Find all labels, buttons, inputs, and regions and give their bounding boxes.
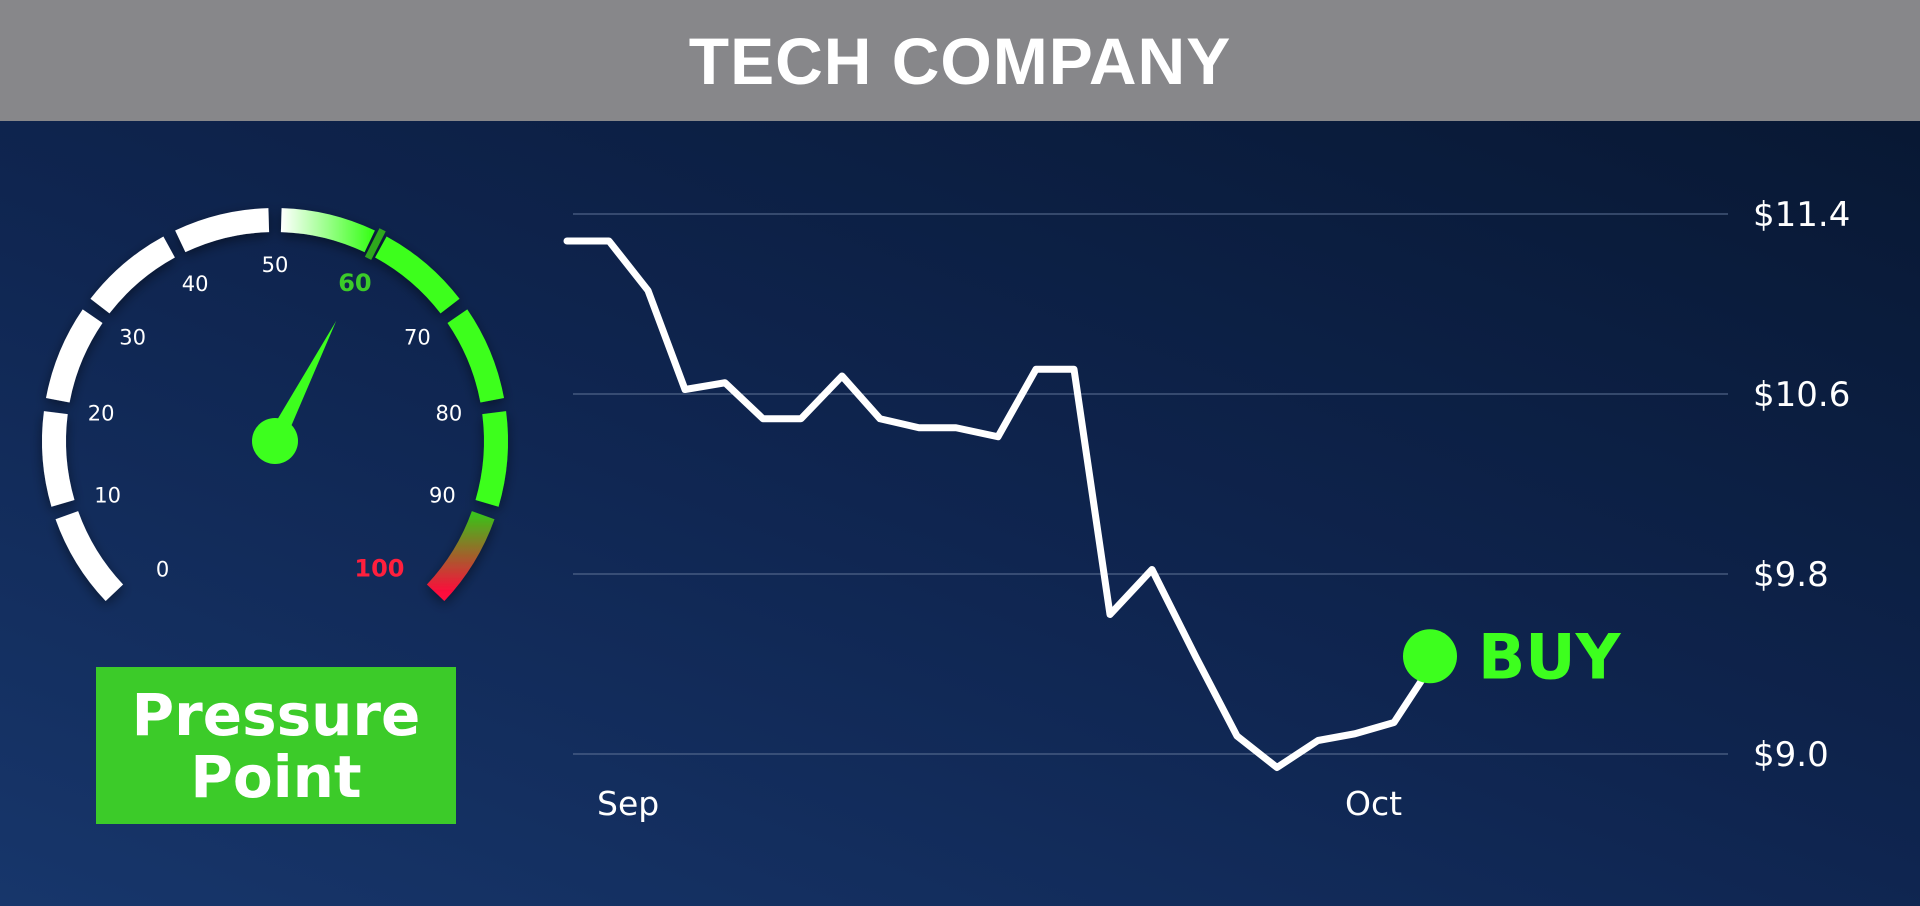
- pressure-point-badge: Pressure Point: [96, 667, 456, 824]
- gauge-hub: [252, 418, 298, 464]
- y-tick-label: $9.0: [1753, 735, 1829, 775]
- gauge-segment: [42, 411, 75, 507]
- badge-line-2: Point: [190, 742, 362, 811]
- pressure-gauge: 0 10 20 30 40 50 60 70 80 90 100: [42, 208, 508, 602]
- y-tick-label: $10.6: [1753, 375, 1850, 415]
- x-tick-label: Oct: [1345, 784, 1402, 823]
- gauge-segment: [90, 236, 176, 314]
- y-tick-label: $11.4: [1753, 195, 1850, 235]
- buy-marker: [1403, 629, 1457, 684]
- gauge-tick-label: 20: [88, 401, 115, 425]
- price-series-line: [563, 237, 1429, 771]
- gauge-segment: [280, 208, 375, 253]
- badge-line-1: Pressure: [131, 680, 421, 749]
- page-title: TECH COMPANY: [688, 23, 1232, 98]
- price-line-chart: $11.4 $10.6 $9.8 $9.0 Sep Oct BUY: [563, 195, 1850, 823]
- y-tick-label: $9.8: [1753, 555, 1829, 595]
- gauge-segment: [447, 309, 505, 403]
- gauge-segment: [55, 510, 124, 602]
- gauge-tick-label: 60: [338, 269, 371, 297]
- gauge-needle: [266, 320, 337, 446]
- gauge-tick-label: 80: [435, 401, 462, 425]
- gauge-value-marker: [364, 228, 386, 260]
- buy-label: BUY: [1478, 620, 1622, 693]
- header-bar: TECH COMPANY: [0, 0, 1920, 121]
- gauge-segment: [45, 309, 103, 403]
- gauge-tick-label: 40: [182, 272, 209, 296]
- gauge-tick-label: 100: [354, 554, 404, 582]
- gauge-segment: [475, 411, 508, 507]
- gauge-tick-label: 0: [156, 557, 169, 581]
- gauge-tick-label: 30: [119, 326, 146, 350]
- gauge-tick-label: 90: [429, 483, 456, 507]
- gauge-tick-label: 10: [94, 483, 121, 507]
- gauge-segment: [426, 510, 495, 602]
- gauge-tick-label: 50: [262, 253, 289, 277]
- gauge-tick-label: 70: [404, 326, 431, 350]
- gauge-segment: [374, 236, 460, 314]
- gauge-segment: [175, 208, 270, 253]
- x-tick-label: Sep: [597, 784, 659, 823]
